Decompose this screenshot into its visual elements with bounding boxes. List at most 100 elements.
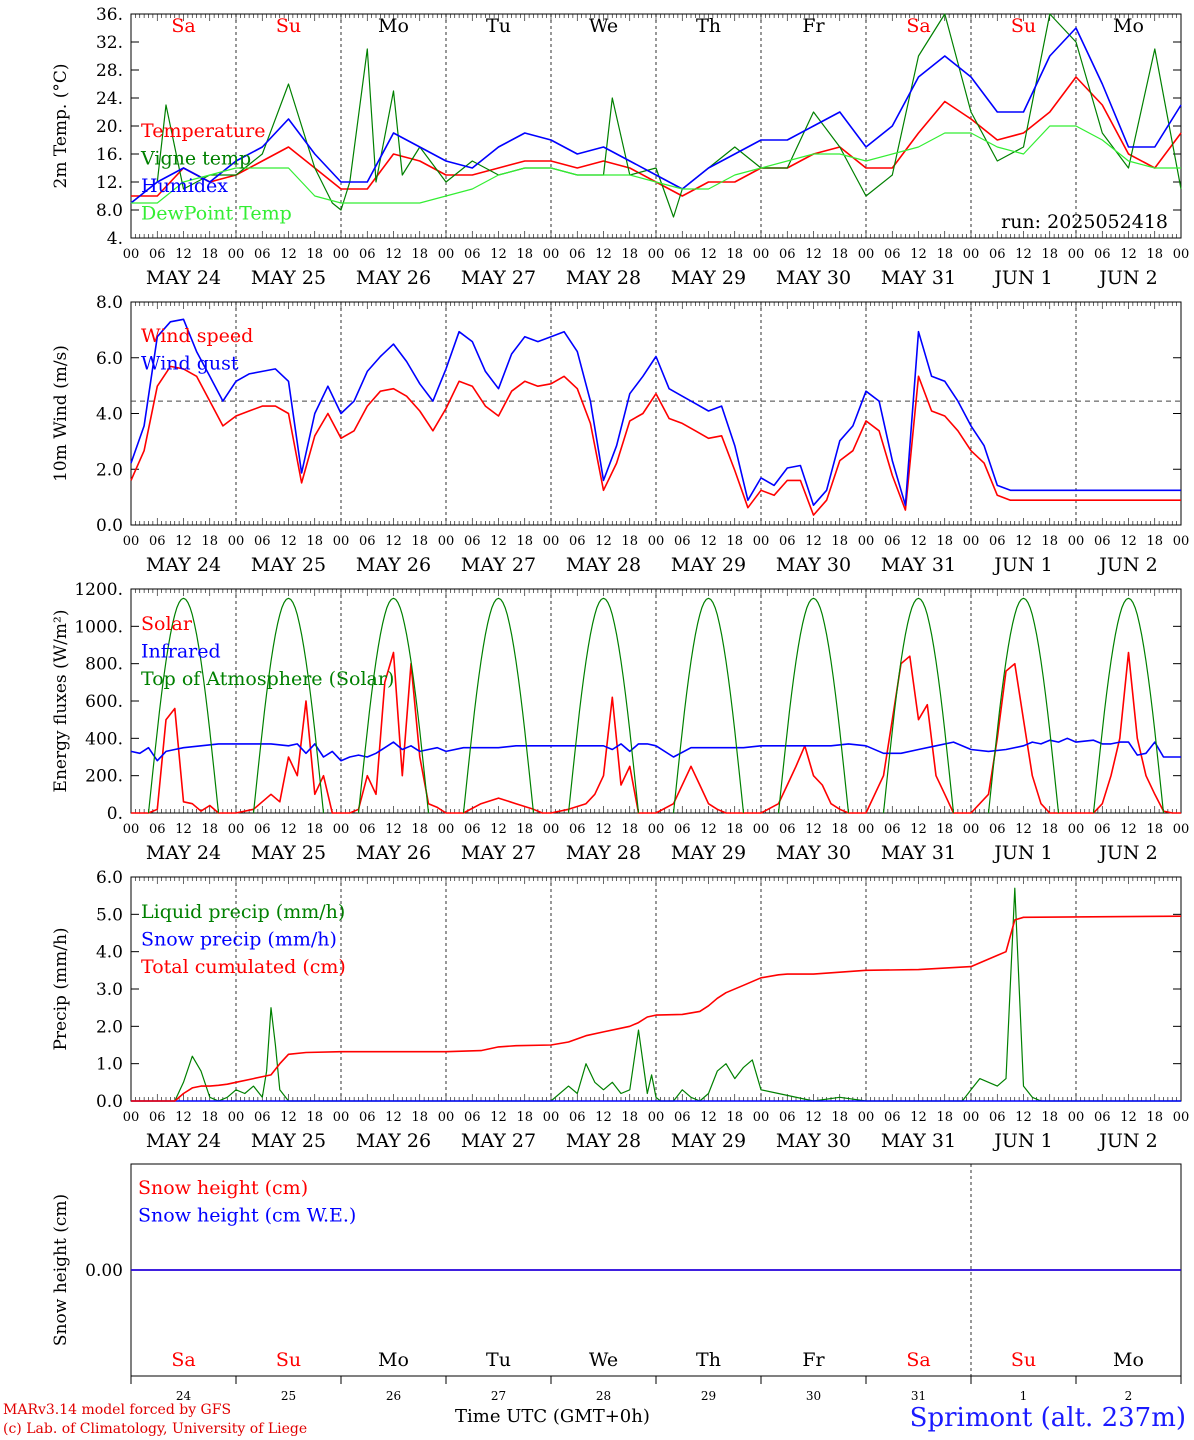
- y-tick-label: 0.0: [96, 516, 123, 536]
- y-tick-label: 6.0: [96, 349, 123, 369]
- date-label: MAY 25: [251, 842, 326, 864]
- hour-label: 12: [490, 822, 507, 837]
- hour-label: 06: [674, 247, 691, 262]
- date-label: MAY 26: [356, 554, 431, 576]
- hour-label: 12: [175, 534, 192, 549]
- hour-label: 18: [621, 1110, 638, 1125]
- hour-label: 12: [910, 1110, 927, 1125]
- hour-label: 18: [411, 534, 428, 549]
- date-label: MAY 28: [566, 1130, 641, 1152]
- series-wind-speed: [130, 365, 1181, 516]
- hour-label: 00: [543, 247, 560, 262]
- y-axis-label: Snow height (cm): [51, 1194, 71, 1346]
- day-name: Mo: [1113, 1349, 1144, 1371]
- hour-label: 00: [858, 534, 875, 549]
- hour-label: 00: [228, 534, 245, 549]
- hour-label: 18: [1146, 822, 1163, 837]
- day-name: Mo: [378, 15, 409, 37]
- hour-label: 06: [1094, 247, 1111, 262]
- y-tick-label: 0.: [107, 804, 123, 824]
- hour-label: 12: [805, 534, 822, 549]
- y-tick-label: 5.0: [96, 905, 123, 925]
- hour-label: 18: [831, 822, 848, 837]
- hour-label: 12: [280, 822, 297, 837]
- y-tick-label: 32.: [96, 33, 123, 53]
- date-label: MAY 26: [356, 842, 431, 864]
- y-tick-label: 4.0: [96, 943, 123, 963]
- date-label: MAY 25: [251, 267, 326, 289]
- y-tick-label: 600.: [85, 692, 123, 712]
- date-label: MAY 27: [461, 842, 536, 864]
- hour-label: 00: [543, 822, 560, 837]
- series-wind-gust: [130, 318, 1181, 506]
- date-label: JUN 2: [1097, 842, 1157, 864]
- y-tick-label: 8.0: [96, 293, 123, 313]
- hour-label: 00: [228, 822, 245, 837]
- day-name: Su: [276, 1349, 301, 1371]
- hour-label: 18: [936, 822, 953, 837]
- legend-entry: Wind gust: [141, 353, 239, 375]
- hour-label: 12: [280, 534, 297, 549]
- hour-label: 18: [831, 1110, 848, 1125]
- date-label: MAY 26: [356, 267, 431, 289]
- date-label: MAY 29: [671, 267, 746, 289]
- time-axis-label: Time UTC (GMT+0h): [455, 1406, 650, 1427]
- series-total-cumulated-cm-: [131, 915, 1182, 1102]
- hour-label: 12: [1120, 247, 1137, 262]
- hour-label: 06: [464, 822, 481, 837]
- hour-label: 00: [333, 1110, 350, 1125]
- y-tick-label: 36.: [96, 5, 123, 25]
- date-label: MAY 27: [461, 267, 536, 289]
- date-label: MAY 28: [566, 842, 641, 864]
- hour-label: 06: [254, 247, 271, 262]
- day-number: 1: [1020, 1389, 1028, 1403]
- hour-label: 18: [1146, 534, 1163, 549]
- series-humidex: [130, 27, 1182, 204]
- hour-label: 00: [753, 822, 770, 837]
- hour-label: 00: [753, 247, 770, 262]
- hour-label: 00: [228, 1110, 245, 1125]
- hour-label: 00: [438, 1110, 455, 1125]
- hour-label: 12: [700, 1110, 717, 1125]
- date-label: MAY 31: [881, 267, 956, 289]
- hour-label: 00: [438, 247, 455, 262]
- hour-label: 06: [569, 1110, 586, 1125]
- hour-label: 06: [779, 822, 796, 837]
- panel-frame: [130, 588, 1182, 814]
- date-label: MAY 27: [461, 554, 536, 576]
- hour-label: 06: [464, 247, 481, 262]
- y-tick-label: 8.0: [96, 201, 123, 221]
- hour-label: 18: [1041, 247, 1058, 262]
- hour-label: 12: [280, 247, 297, 262]
- hour-label: 00: [1173, 1110, 1190, 1125]
- day-number: 29: [701, 1389, 716, 1403]
- hour-label: 18: [1041, 1110, 1058, 1125]
- hour-label: 12: [490, 534, 507, 549]
- date-label: JUN 1: [992, 842, 1052, 864]
- hour-label: 18: [306, 247, 323, 262]
- hour-label: 06: [674, 1110, 691, 1125]
- date-label: JUN 2: [1097, 554, 1157, 576]
- hour-label: 00: [333, 822, 350, 837]
- hour-label: 06: [779, 534, 796, 549]
- hour-label: 12: [595, 822, 612, 837]
- hour-label: 18: [831, 247, 848, 262]
- day-number: 2: [1125, 1389, 1133, 1403]
- hour-label: 00: [438, 822, 455, 837]
- hour-label: 00: [1173, 822, 1190, 837]
- hour-label: 06: [1094, 822, 1111, 837]
- hour-label: 00: [648, 534, 665, 549]
- date-label: MAY 24: [146, 842, 221, 864]
- legend-entry: Temperature: [141, 120, 265, 142]
- date-label: MAY 29: [671, 1130, 746, 1152]
- legend-entry: Liquid precip (mm/h): [141, 901, 345, 923]
- hour-label: 06: [254, 1110, 271, 1125]
- hour-label: 00: [858, 822, 875, 837]
- date-label: MAY 29: [671, 554, 746, 576]
- hour-label: 06: [464, 534, 481, 549]
- day-name: Fr: [802, 15, 825, 37]
- hour-label: 12: [385, 822, 402, 837]
- hour-label: 18: [516, 822, 533, 837]
- hour-label: 06: [674, 534, 691, 549]
